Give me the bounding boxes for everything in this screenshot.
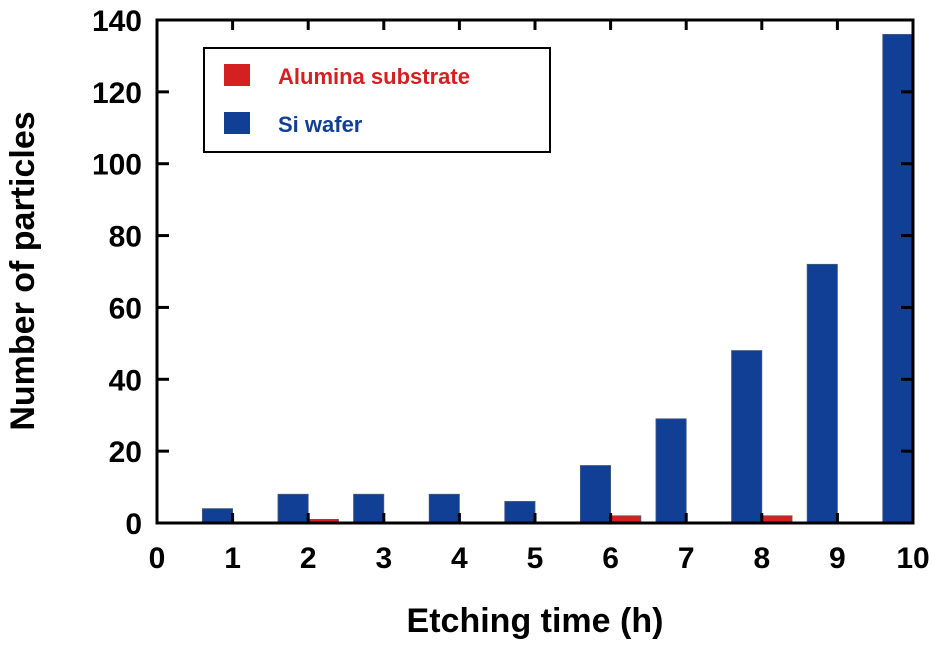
x-tick-label: 4 — [451, 542, 468, 575]
y-tick-label: 20 — [109, 436, 142, 469]
bar-si-wafer-2 — [277, 493, 309, 524]
legend-box — [203, 47, 551, 153]
bar-si-wafer-5 — [504, 501, 536, 524]
x-tick-label: 7 — [678, 542, 695, 575]
x-tick-label: 8 — [753, 542, 770, 575]
legend-swatch-alumina — [224, 64, 250, 86]
legend: Alumina substrate Si wafer — [203, 47, 551, 153]
bars-layer — [201, 33, 914, 524]
x-tick-label: 6 — [602, 542, 619, 575]
legend-label-si-wafer: Si wafer — [278, 112, 363, 137]
x-tick-label: 5 — [527, 542, 544, 575]
legend-label-alumina: Alumina substrate — [278, 64, 470, 89]
x-axis-title: Etching time (h) — [407, 602, 664, 640]
y-tick-label: 80 — [109, 221, 142, 254]
x-tick-label: 2 — [300, 542, 317, 575]
x-tick-label: 3 — [375, 542, 392, 575]
bar-si-wafer-6 — [579, 465, 611, 524]
bar-si-wafer-3 — [353, 493, 385, 524]
bar-si-wafer-9 — [806, 263, 838, 524]
bar-si-wafer-4 — [428, 493, 460, 524]
bar-si-wafer-8 — [731, 350, 763, 524]
bar-si-wafer-7 — [655, 418, 687, 524]
y-tick-label: 60 — [109, 292, 142, 325]
x-tick-label: 0 — [149, 542, 166, 575]
y-tick-label: 100 — [92, 149, 142, 182]
legend-swatch-si-wafer — [224, 112, 250, 134]
y-axis-title: Number of particles — [4, 111, 42, 430]
x-tick-label: 10 — [896, 542, 929, 575]
plot-frame — [155, 18, 915, 525]
x-tick-label: 9 — [829, 542, 846, 575]
y-tick-label: 140 — [92, 5, 142, 38]
y-tick-label: 40 — [109, 364, 142, 397]
y-tick-label: 120 — [92, 77, 142, 110]
x-tick-label: 1 — [224, 542, 241, 575]
y-tick-label: 0 — [125, 508, 142, 541]
bar-si-wafer-1 — [201, 508, 234, 524]
